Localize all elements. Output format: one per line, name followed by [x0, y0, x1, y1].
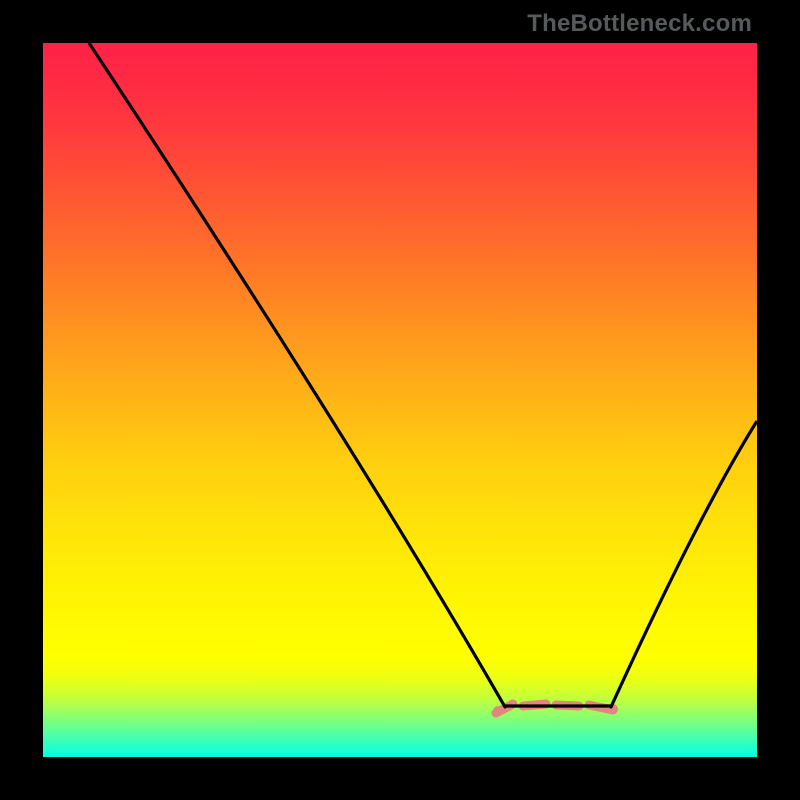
chart-container: TheBottleneck.com	[0, 0, 800, 800]
bottleneck-curve	[43, 43, 757, 757]
attribution-label: TheBottleneck.com	[527, 10, 752, 38]
plot-area	[43, 43, 757, 757]
